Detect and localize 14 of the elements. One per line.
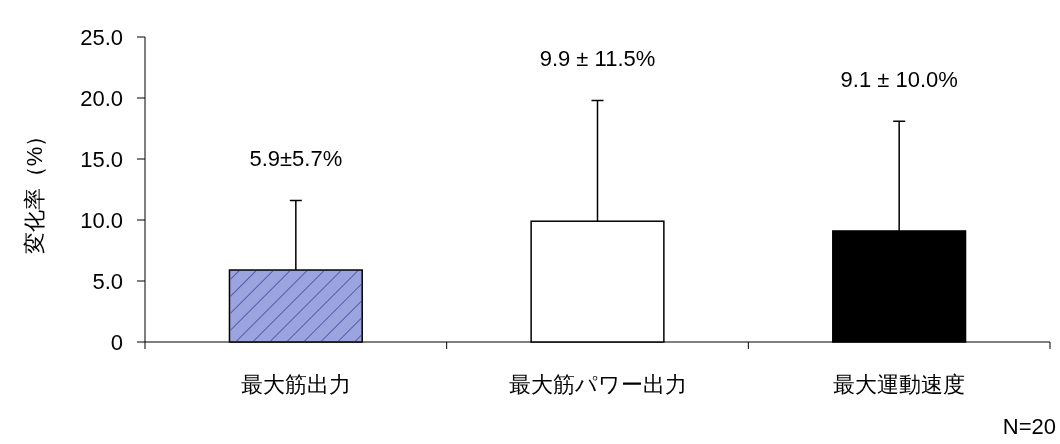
x-tick-label: 最大運動速度 — [833, 372, 966, 397]
y-axis-title: 変化率（%） — [22, 124, 47, 255]
annotation: 5.9±5.7% — [249, 146, 343, 172]
x-tick-label: 最大筋出力 — [240, 372, 351, 397]
y-tick-label: 20.0 — [80, 86, 123, 111]
y-tick-label: 0 — [110, 330, 123, 355]
annotation: 9.1 ± 10.0% — [840, 67, 958, 93]
y-tick-label: 5.0 — [92, 269, 123, 294]
text: N=20 — [1002, 414, 1056, 439]
y-tick-label: 15.0 — [80, 147, 123, 172]
y-tick-label: 25.0 — [80, 25, 123, 50]
y-tick-label: 10.0 — [80, 208, 123, 233]
annotation: 9.9 ± 11.5% — [539, 46, 656, 72]
x-tick-label: 最大筋パワー出力 — [508, 372, 687, 397]
